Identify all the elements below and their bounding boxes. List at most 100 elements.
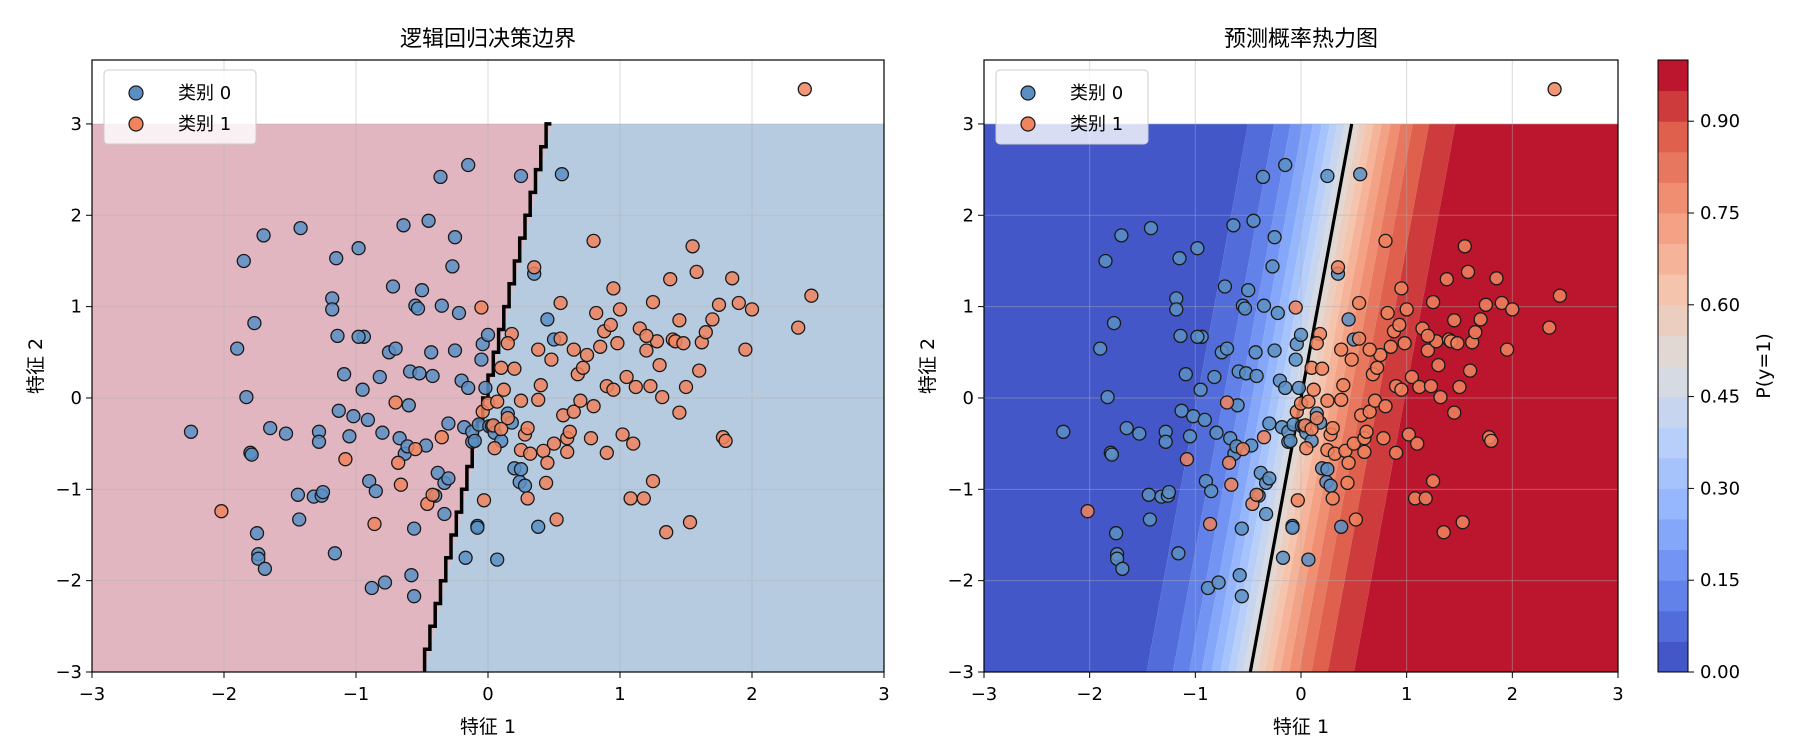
point-class1: [1397, 336, 1412, 351]
point-class1: [1473, 312, 1488, 327]
point-class1: [1344, 352, 1359, 367]
point-class1: [425, 487, 440, 502]
point-class1: [553, 295, 568, 311]
point-class0: [478, 380, 493, 396]
colorbar-frame: [1657, 59, 1689, 673]
point-class0: [1285, 520, 1300, 535]
point-class1: [1341, 455, 1356, 470]
point-class1: [676, 336, 691, 351]
point-class0: [230, 341, 245, 356]
point-class1: [1290, 493, 1305, 508]
point-class0: [336, 367, 352, 382]
point-class0: [540, 312, 555, 327]
point-class0: [1301, 552, 1316, 567]
point-class0: [414, 283, 430, 298]
point-class0: [1190, 241, 1205, 256]
point-class1: [678, 379, 694, 395]
point-class0: [1093, 341, 1108, 356]
point-class0: [1248, 345, 1263, 360]
point-class1: [1314, 361, 1330, 376]
point-class1: [1425, 473, 1441, 489]
point-class0: [467, 433, 482, 449]
point-class0: [421, 213, 436, 228]
point-class1: [1330, 260, 1346, 275]
x-tick-label: 3: [1612, 684, 1623, 705]
point-class1: [533, 378, 548, 393]
x-tick-label: −2: [1076, 684, 1103, 705]
x-axis-label: 特征 1: [1273, 716, 1329, 738]
heat-band: [1299, 123, 1413, 672]
colorbar-tick-label: 0.75: [1700, 203, 1740, 224]
point-class0: [396, 218, 411, 233]
point-class1: [1388, 445, 1404, 460]
point-class1: [562, 424, 577, 439]
point-class1: [1325, 491, 1340, 506]
colorbar-band: [1658, 151, 1688, 183]
point-class1: [1423, 378, 1439, 394]
y-tick-label: −3: [947, 662, 974, 683]
point-class0: [513, 168, 529, 184]
legend: 类别 0 类别 1: [103, 69, 257, 145]
point-class1: [639, 343, 654, 358]
colorbar-band: [1658, 121, 1688, 153]
point-class0: [1217, 279, 1233, 294]
heat-band: [1236, 123, 1345, 672]
point-class1: [391, 455, 406, 470]
legend-marker-class1: [1020, 116, 1036, 132]
point-class1: [1221, 455, 1237, 470]
point-class0: [1288, 352, 1303, 367]
legend-marker-class0: [1020, 85, 1036, 101]
point-class1: [1080, 504, 1095, 519]
point-class1: [367, 516, 382, 532]
legend-label-class0: 类别 0: [178, 83, 231, 104]
x-tick-label: −2: [211, 684, 238, 705]
point-class1: [573, 393, 588, 408]
point-class0: [1114, 228, 1129, 243]
point-class1: [494, 421, 509, 437]
point-class1: [1547, 82, 1562, 97]
point-class0: [372, 369, 387, 385]
point-class1: [566, 404, 581, 419]
point-class1: [1425, 294, 1441, 310]
point-class1: [1412, 379, 1427, 395]
point-class1: [1394, 382, 1409, 397]
point-class0: [451, 305, 467, 321]
point-class1: [1309, 410, 1324, 426]
colorbar: 0.00 0.15 0.30 0.45 0.60 0.75 0.90 P(y=1): [1657, 59, 1775, 683]
point-class1: [1439, 272, 1454, 287]
chart-title: 预测概率热力图: [1224, 27, 1378, 52]
point-class1: [1235, 441, 1251, 457]
y-tick-label: 3: [963, 114, 974, 135]
y-tick-label: −2: [947, 571, 974, 592]
point-class0: [311, 434, 327, 449]
heat-band: [1264, 123, 1374, 672]
point-class0: [404, 568, 419, 583]
colorbar-band: [1658, 274, 1688, 306]
point-class0: [257, 561, 273, 576]
heat-band: [1146, 123, 1275, 672]
point-class1: [214, 504, 229, 519]
point-class0: [1209, 425, 1224, 440]
point-class1: [490, 394, 505, 409]
colorbar-band: [1658, 304, 1688, 336]
point-class0: [1190, 329, 1205, 344]
point-class1: [626, 436, 641, 451]
x-tick-label: 2: [746, 684, 757, 705]
point-class1: [1334, 392, 1349, 407]
colorbar-tick-label: 0.00: [1700, 662, 1740, 683]
point-class1: [615, 427, 630, 442]
point-class1: [546, 436, 562, 451]
point-class0: [1249, 368, 1264, 384]
point-class0: [325, 302, 340, 317]
point-class0: [1115, 561, 1130, 576]
point-class1: [1202, 516, 1218, 532]
point-class1: [531, 392, 546, 407]
point-class1: [711, 297, 727, 312]
point-class0: [1265, 259, 1280, 274]
point-class1: [628, 379, 643, 395]
point-class1: [589, 305, 604, 321]
point-class1: [623, 491, 638, 506]
point-class1: [659, 525, 674, 540]
point-class0: [410, 301, 426, 316]
point-class0: [290, 487, 306, 502]
